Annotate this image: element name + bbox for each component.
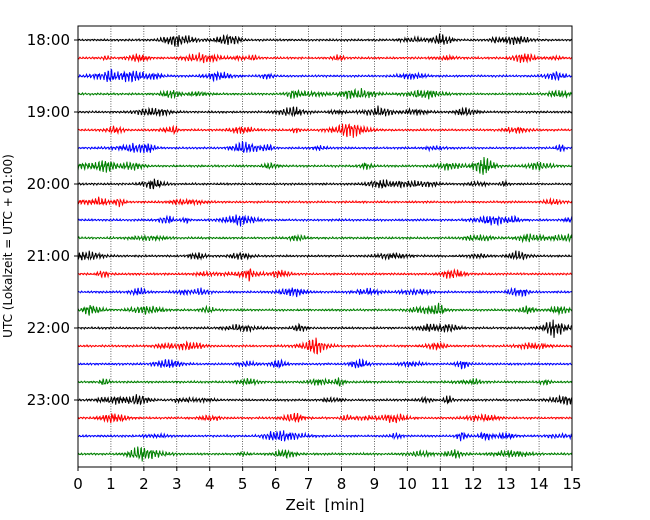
trace-row	[77, 250, 573, 261]
trace-row	[77, 446, 573, 462]
trace-row	[77, 394, 573, 406]
y-axis-label: UTC (Lokalzeit = UTC + 01:00)	[1, 154, 15, 338]
y-tick-label: 20:00	[27, 175, 70, 193]
x-tick-label: 15	[562, 475, 581, 493]
x-tick-label: 10	[398, 475, 417, 493]
trace-row	[77, 105, 573, 118]
seismic-traces	[77, 33, 573, 462]
plot-area	[78, 26, 572, 467]
trace-row	[77, 214, 573, 227]
x-axis-ticks: 0 1 2 3 4 5 6 7 8 9 10 11 12 13 14 15	[73, 467, 582, 493]
x-tick-label: 7	[304, 475, 314, 493]
trace-row	[77, 302, 573, 316]
trace-row	[77, 377, 573, 387]
y-tick-label: 19:00	[27, 103, 70, 121]
y-tick-label: 18:00	[27, 31, 70, 49]
trace-row	[77, 430, 573, 442]
x-tick-label: 13	[497, 475, 516, 493]
x-tick-label: 0	[73, 475, 83, 493]
x-axis-label: Zeit [min]	[285, 496, 364, 514]
y-axis-ticks: 18:00 19:00 20:00 21:00 22:00 23:00	[27, 31, 78, 409]
trace-row	[77, 157, 573, 175]
x-tick-label: 6	[271, 475, 281, 493]
trace-row	[77, 52, 573, 64]
grid-lines	[110, 26, 540, 467]
x-tick-label: 3	[172, 475, 182, 493]
x-tick-label: 14	[530, 475, 549, 493]
trace-row	[77, 140, 573, 154]
x-tick-label: 4	[205, 475, 215, 493]
trace-row	[77, 412, 573, 424]
trace-row	[77, 68, 573, 83]
y-tick-label: 21:00	[27, 247, 70, 265]
x-tick-label: 8	[337, 475, 347, 493]
trace-row	[77, 196, 573, 208]
x-tick-label: 9	[370, 475, 380, 493]
trace-row	[77, 286, 573, 298]
trace-row	[77, 268, 573, 282]
x-tick-label: 1	[106, 475, 116, 493]
trace-row	[77, 33, 573, 47]
x-tick-label: 11	[431, 475, 450, 493]
plot-frame	[77, 25, 573, 468]
y-tick-label: 22:00	[27, 319, 70, 337]
trace-row	[77, 319, 573, 338]
x-tick-label: 2	[139, 475, 149, 493]
trace-row	[77, 337, 573, 355]
trace-row	[77, 358, 573, 370]
x-tick-label: 12	[464, 475, 483, 493]
trace-row	[77, 123, 573, 138]
y-tick-label: 23:00	[27, 391, 70, 409]
trace-row	[77, 233, 573, 244]
x-tick-label: 5	[238, 475, 248, 493]
trace-row	[77, 178, 573, 190]
trace-row	[77, 87, 573, 101]
